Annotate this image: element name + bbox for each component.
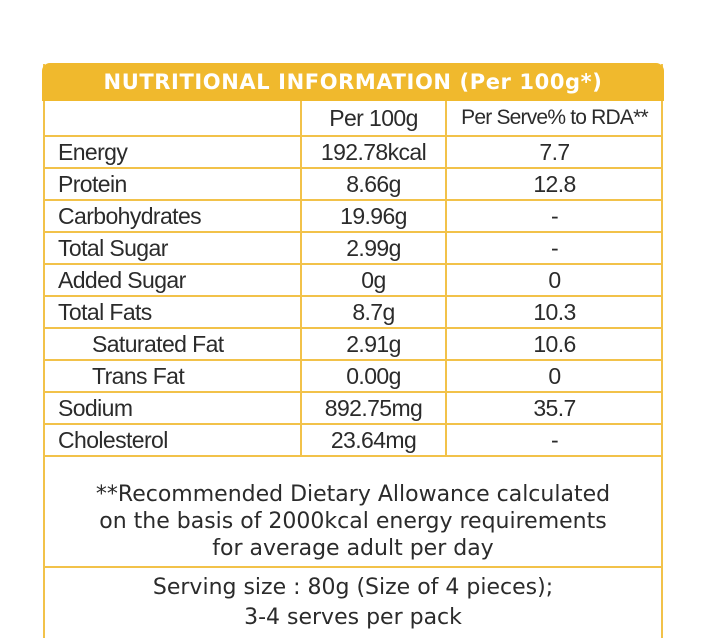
per-100g-value: 192.78kcal	[300, 135, 447, 169]
serving-line: Serving size : 80g (Size of 4 pieces);	[152, 575, 554, 600]
table-row: Trans Fat 0.00g 0	[44, 359, 662, 393]
per-100g-value: 892.75mg	[300, 391, 447, 425]
nutrient-name: Total Sugar	[44, 231, 302, 265]
column-header-rda: Per Serve% to RDA**	[445, 101, 662, 137]
per-100g-value: 19.96g	[300, 199, 447, 233]
nutrient-name: Energy	[44, 135, 302, 169]
rda-value: 10.3	[445, 295, 662, 329]
per-100g-value: 8.7g	[300, 295, 447, 329]
table-row: Saturated Fat 2.91g 10.6	[44, 327, 662, 361]
column-header-per-100g: Per 100g	[300, 101, 447, 137]
serving-line: 3-4 serves per pack	[244, 605, 462, 630]
rda-value: 12.8	[445, 167, 662, 201]
column-header-nutrient	[44, 101, 302, 137]
footnote-line: **Recommended Dietary Allowance calculat…	[95, 482, 611, 507]
table-row: Total Sugar 2.99g -	[44, 231, 662, 265]
per-100g-value: 0.00g	[300, 359, 447, 393]
panel-title: NUTRITIONAL INFORMATION (Per 100g*)	[42, 63, 664, 101]
nutrient-name: Sodium	[44, 391, 302, 425]
per-100g-value: 23.64mg	[300, 423, 447, 457]
footnote-line: on the basis of 2000kcal energy requirem…	[99, 509, 607, 534]
rda-value: 0	[445, 263, 662, 297]
nutrient-name: Added Sugar	[44, 263, 302, 297]
nutrient-name: Protein	[44, 167, 302, 201]
nutrient-name: Cholesterol	[44, 423, 302, 457]
footnote-line: for average adult per day	[212, 536, 494, 561]
rda-value: -	[445, 423, 662, 457]
table-row: Cholesterol 23.64mg -	[44, 423, 662, 457]
table-row: Sodium 892.75mg 35.7	[44, 391, 662, 425]
nutrition-table: Per 100g Per Serve% to RDA** Energy 192.…	[44, 101, 662, 457]
rda-value: 35.7	[445, 391, 662, 425]
rda-value: -	[445, 199, 662, 233]
rda-value: 0	[445, 359, 662, 393]
nutrient-name: Saturated Fat	[44, 327, 302, 361]
per-100g-value: 0g	[300, 263, 447, 297]
per-100g-value: 2.99g	[300, 231, 447, 265]
table-header-row: Per 100g Per Serve% to RDA**	[44, 101, 662, 137]
per-100g-value: 2.91g	[300, 327, 447, 361]
rda-footnote: **Recommended Dietary Allowance calculat…	[44, 472, 662, 568]
rda-value: 7.7	[445, 135, 662, 169]
nutrient-name: Carbohydrates	[44, 199, 302, 233]
table-row: Total Fats 8.7g 10.3	[44, 295, 662, 329]
table-row: Energy 192.78kcal 7.7	[44, 135, 662, 169]
table-row: Added Sugar 0g 0	[44, 263, 662, 297]
nutrient-name: Total Fats	[44, 295, 302, 329]
serving-info: Serving size : 80g (Size of 4 pieces); 3…	[44, 568, 662, 640]
table-row: Protein 8.66g 12.8	[44, 167, 662, 201]
nutrient-name: Trans Fat	[44, 359, 302, 393]
table-row: Carbohydrates 19.96g -	[44, 199, 662, 233]
rda-value: 10.6	[445, 327, 662, 361]
per-100g-value: 8.66g	[300, 167, 447, 201]
rda-value: -	[445, 231, 662, 265]
